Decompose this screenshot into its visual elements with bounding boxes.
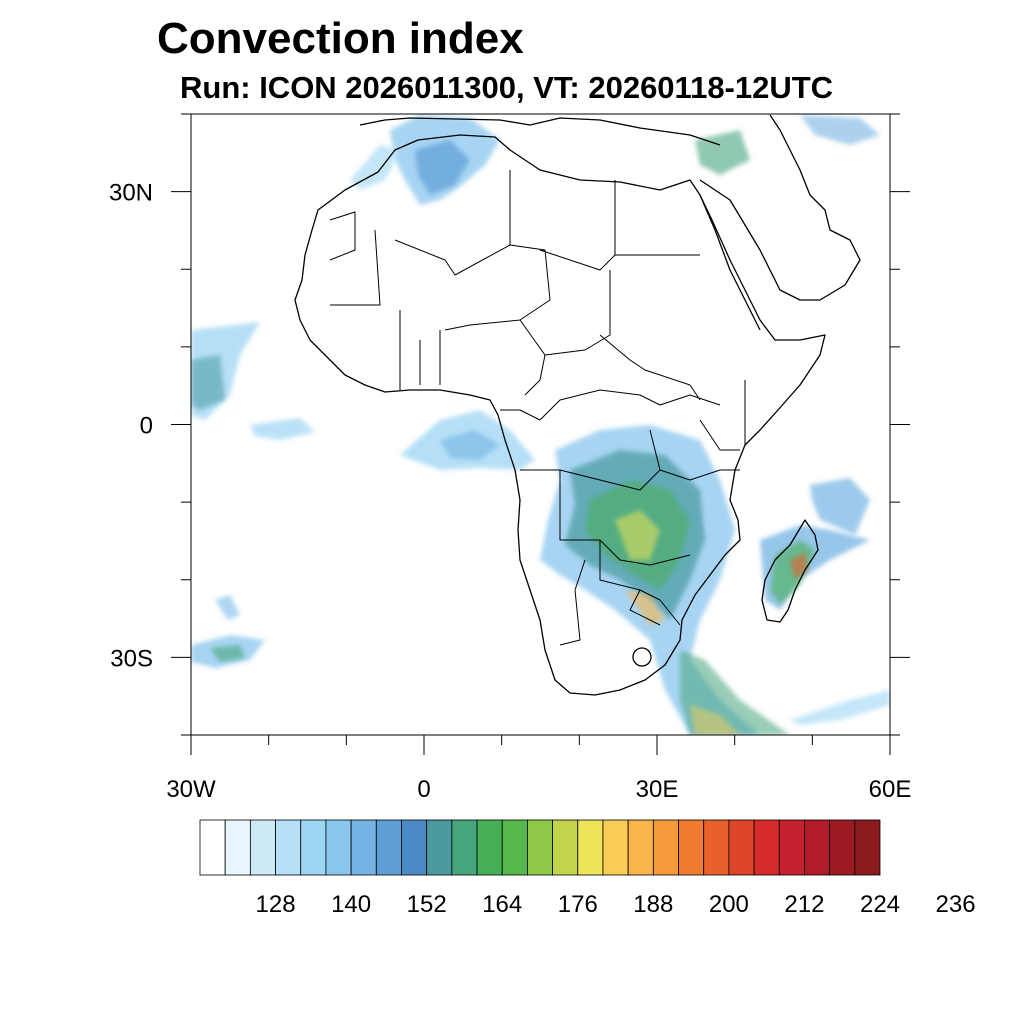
convection-area-atlantic-eq	[250, 418, 315, 440]
colorbar-swatch	[753, 819, 780, 876]
lesotho-border	[632, 647, 652, 667]
convection-area-south-atlantic-north	[215, 595, 240, 620]
colorbar-labels: 128 140 152 164 176 188 200 212 224 236	[256, 891, 976, 918]
map-title: Convection index	[157, 14, 524, 63]
country-borders	[329, 170, 746, 646]
colorbar-swatch	[275, 819, 302, 876]
map-subtitle: Run: ICON 2026011300, VT: 20260118-12UTC	[180, 70, 834, 105]
colorbar-swatch	[325, 819, 352, 876]
colorbar-swatch	[199, 819, 226, 876]
convection-area-algeria-core	[415, 140, 470, 195]
colorbar-swatch	[778, 819, 805, 876]
lat-label: 30S	[110, 645, 153, 672]
colorbar-swatch	[552, 819, 579, 876]
map-frame-background	[191, 114, 890, 735]
convection-area-indian-ocean-ne	[810, 478, 870, 535]
colorbar-swatch	[854, 819, 881, 876]
colorbar-swatch	[804, 819, 831, 876]
colorbar-swatch	[602, 819, 629, 876]
colorbar	[199, 819, 881, 876]
colorbar-swatch	[527, 819, 553, 876]
colorbar-swatch	[829, 819, 856, 876]
colorbar-swatch	[476, 819, 503, 876]
colorbar-swatch	[375, 819, 402, 876]
convection-area-southern-africa-warm	[615, 510, 660, 560]
convection-area-guinea-core	[440, 430, 500, 460]
colorbar-swatch	[678, 819, 705, 876]
lon-label: 0	[417, 776, 430, 803]
arabia-coastline	[699, 114, 861, 301]
colorbar-tick-label: 164	[482, 891, 522, 918]
lon-label: 60E	[869, 776, 912, 803]
colorbar-tick-label: 128	[256, 891, 296, 918]
colorbar-swatch	[577, 819, 604, 876]
colorbar-swatch	[401, 819, 428, 876]
lat-label: 0	[140, 413, 153, 440]
convection-area-indian-ocean-south	[790, 690, 890, 725]
colorbar-tick-label: 224	[860, 891, 900, 918]
mediterranean-north-shore	[359, 117, 721, 146]
africa-coastline	[294, 134, 826, 696]
red-sea-coastline	[699, 194, 761, 331]
convection-area-atlantic-north-core	[191, 355, 225, 410]
colorbar-swatch	[224, 819, 251, 876]
colorbar-tick-label: 176	[558, 891, 598, 918]
convection-area-southern-africa-hot	[625, 590, 665, 625]
colorbar-tick-label: 236	[936, 891, 976, 918]
colorbar-swatch	[652, 819, 679, 876]
lon-label: 30W	[166, 776, 216, 803]
colorbar-swatch	[627, 819, 654, 876]
colorbar-swatch	[426, 819, 453, 876]
coastlines	[294, 114, 861, 696]
colorbar-swatch	[300, 819, 327, 876]
colorbar-swatch	[728, 819, 755, 876]
lat-label: 30N	[109, 180, 153, 207]
lon-label: 30E	[636, 776, 679, 803]
convection-area-south-atlantic-core	[210, 645, 245, 662]
colorbar-tick-label: 140	[331, 891, 371, 918]
convection-field	[191, 115, 890, 735]
colorbar-swatch	[703, 819, 730, 876]
colorbar-swatch	[350, 819, 377, 876]
colorbar-swatch	[451, 819, 478, 876]
convection-area-arabia-north	[800, 115, 880, 145]
axis-labels: 30W 0 30E 60E 30N 0 30S	[109, 180, 911, 803]
madagascar-coastline	[761, 519, 819, 623]
colorbar-swatch	[249, 819, 276, 876]
colorbar-tick-label: 212	[784, 891, 824, 918]
colorbar-tick-label: 152	[407, 891, 447, 918]
axis-ticks	[171, 113, 910, 755]
colorbar-tick-label: 200	[709, 891, 749, 918]
convection-area-morocco	[350, 145, 400, 190]
colorbar-tick-label: 188	[633, 891, 673, 918]
convection-area-agulhas-warm	[690, 705, 740, 735]
colorbar-swatch	[501, 819, 528, 876]
